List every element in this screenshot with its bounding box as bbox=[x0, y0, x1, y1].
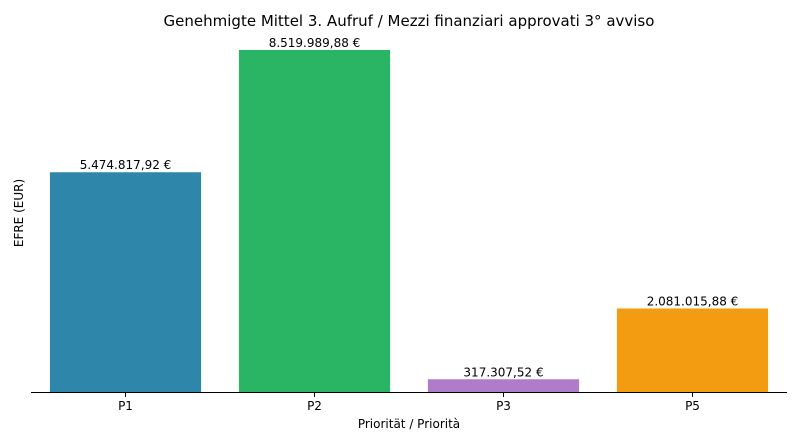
x-tick-label-p3: P3 bbox=[496, 399, 511, 413]
chart-title: Genehmigte Mittel 3. Aufruf / Mezzi fina… bbox=[164, 12, 655, 30]
x-tick-label-p2: P2 bbox=[307, 399, 322, 413]
bar-p2 bbox=[238, 50, 391, 392]
bar-p1 bbox=[49, 172, 202, 392]
bar-p3 bbox=[427, 379, 580, 392]
value-labels-layer: 5.474.817,92 € 8.519.989,88 € 317.307,52 €… bbox=[80, 36, 739, 379]
x-axis-label: Priorität / Priorità bbox=[358, 417, 460, 431]
x-tick-label-p1: P1 bbox=[118, 399, 133, 413]
x-tick-label-p5: P5 bbox=[685, 399, 700, 413]
y-axis-label: EFRE (EUR) bbox=[12, 179, 26, 247]
value-label-p3: 317.307,52 € bbox=[463, 365, 543, 379]
x-ticks-layer: P1 P2 P3 P5 bbox=[118, 392, 700, 413]
value-label-p2: 8.519.989,88 € bbox=[269, 36, 361, 50]
value-label-p5: 2.081.015,88 € bbox=[647, 294, 739, 308]
bars-layer bbox=[49, 50, 769, 392]
bar-p5 bbox=[616, 308, 769, 392]
value-label-p1: 5.474.817,92 € bbox=[80, 158, 172, 172]
